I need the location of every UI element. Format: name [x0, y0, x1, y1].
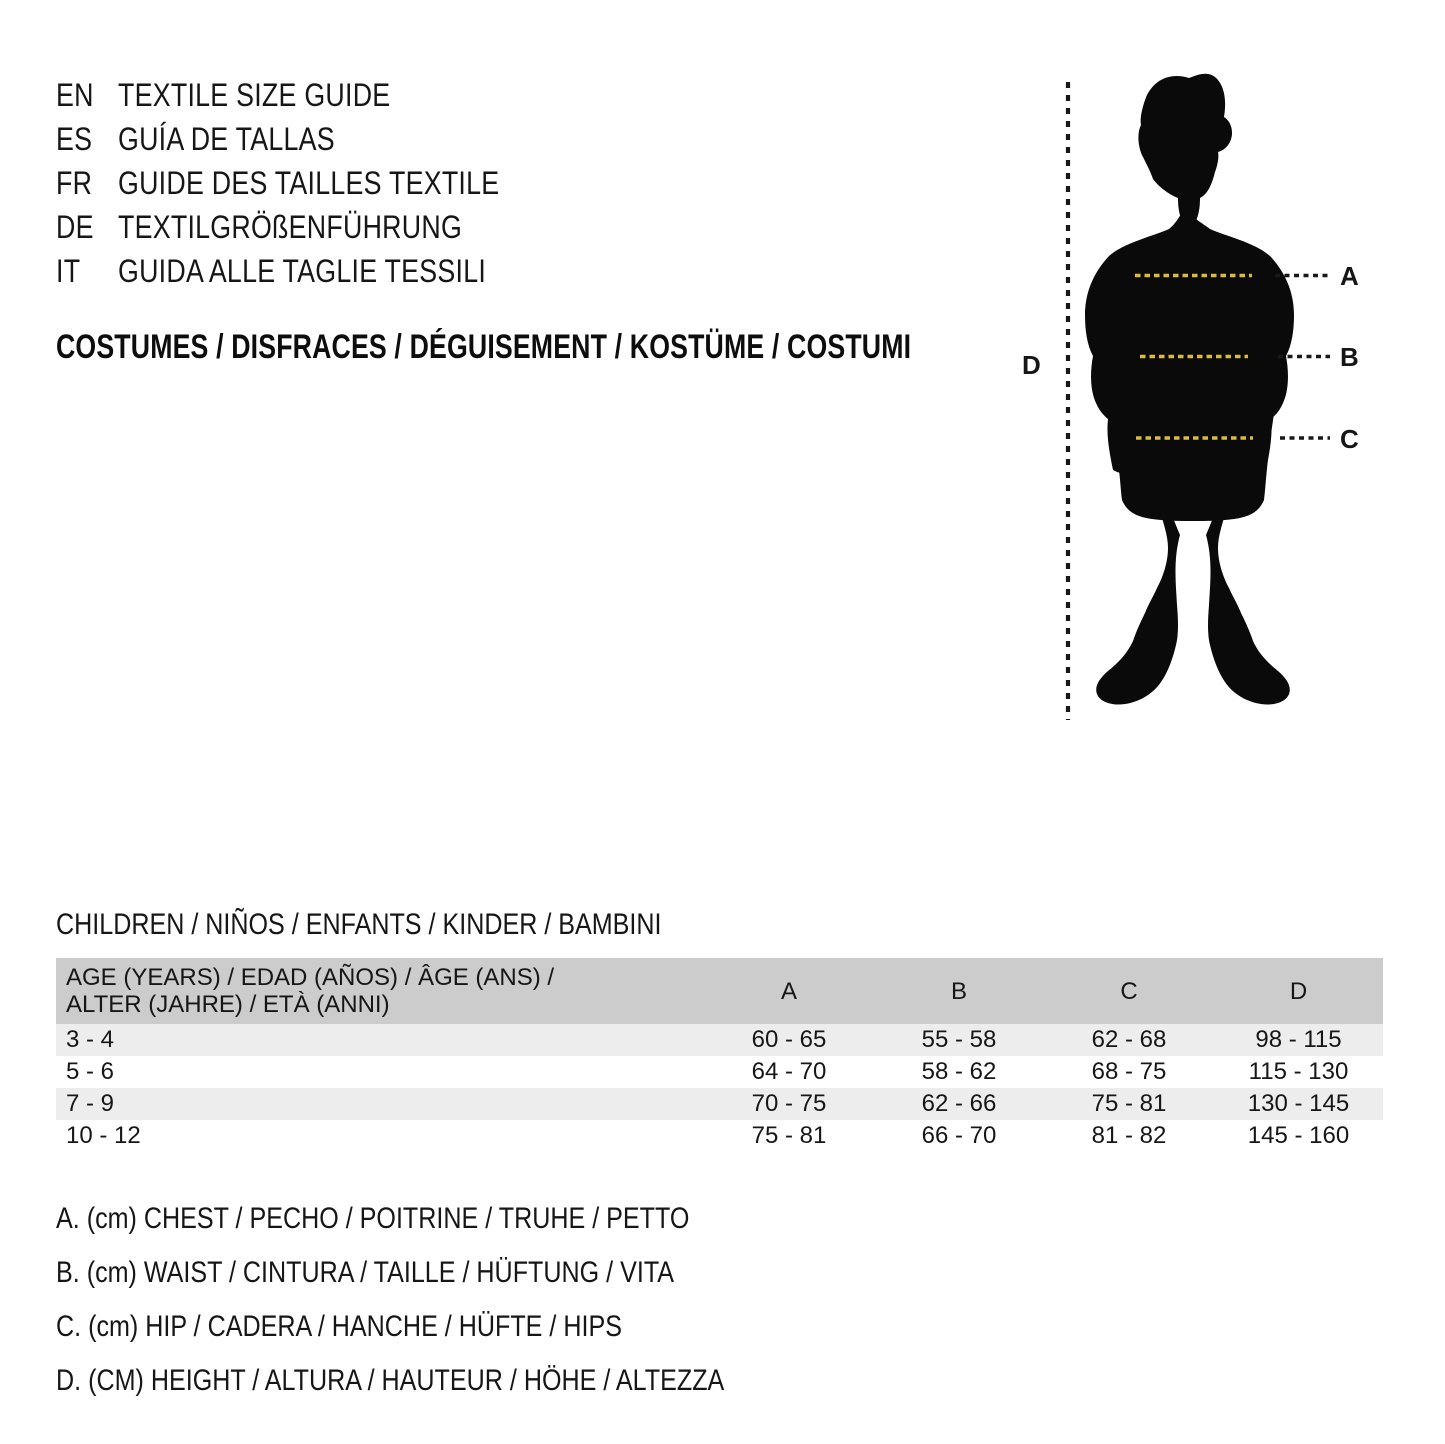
svg-text:A: A	[1340, 261, 1359, 291]
svg-text:B: B	[1340, 342, 1359, 372]
svg-text:C: C	[1340, 424, 1359, 454]
